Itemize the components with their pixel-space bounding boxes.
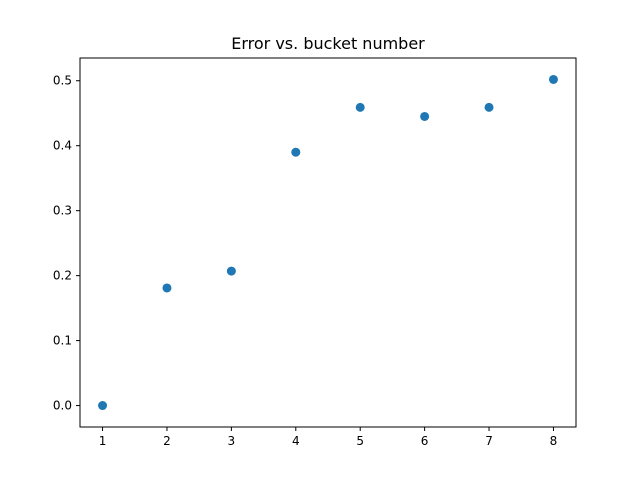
data-point: [162, 283, 172, 293]
data-point: [226, 266, 236, 276]
data-point: [484, 102, 494, 112]
x-tick-label: 6: [421, 434, 429, 448]
x-tick-label: 7: [485, 434, 493, 448]
y-axis: 0.0 0.1 0.2 0.3 0.4 0.5: [53, 74, 80, 413]
x-tick-label: 4: [292, 434, 300, 448]
y-tick-label: 0.1: [53, 334, 72, 348]
x-tick-label: 8: [550, 434, 558, 448]
y-tick-label: 0.5: [53, 74, 72, 88]
x-tick-label: 2: [163, 434, 171, 448]
data-point: [355, 102, 365, 112]
y-tick-label: 0.0: [53, 399, 72, 413]
chart-title: Error vs. bucket number: [231, 34, 425, 53]
x-tick-label: 1: [99, 434, 107, 448]
x-tick-label: 5: [356, 434, 364, 448]
y-tick-label: 0.4: [53, 139, 72, 153]
data-point: [98, 401, 108, 411]
data-point: [291, 147, 301, 157]
x-axis: 1 2 3 4 5 6 7 8: [99, 427, 558, 448]
y-tick-label: 0.3: [53, 204, 72, 218]
plot-frame: [79, 57, 577, 428]
data-point: [420, 111, 430, 121]
data-point: [548, 74, 558, 84]
data-points: [98, 74, 558, 411]
y-tick-label: 0.2: [53, 269, 72, 283]
x-tick-label: 3: [228, 434, 236, 448]
